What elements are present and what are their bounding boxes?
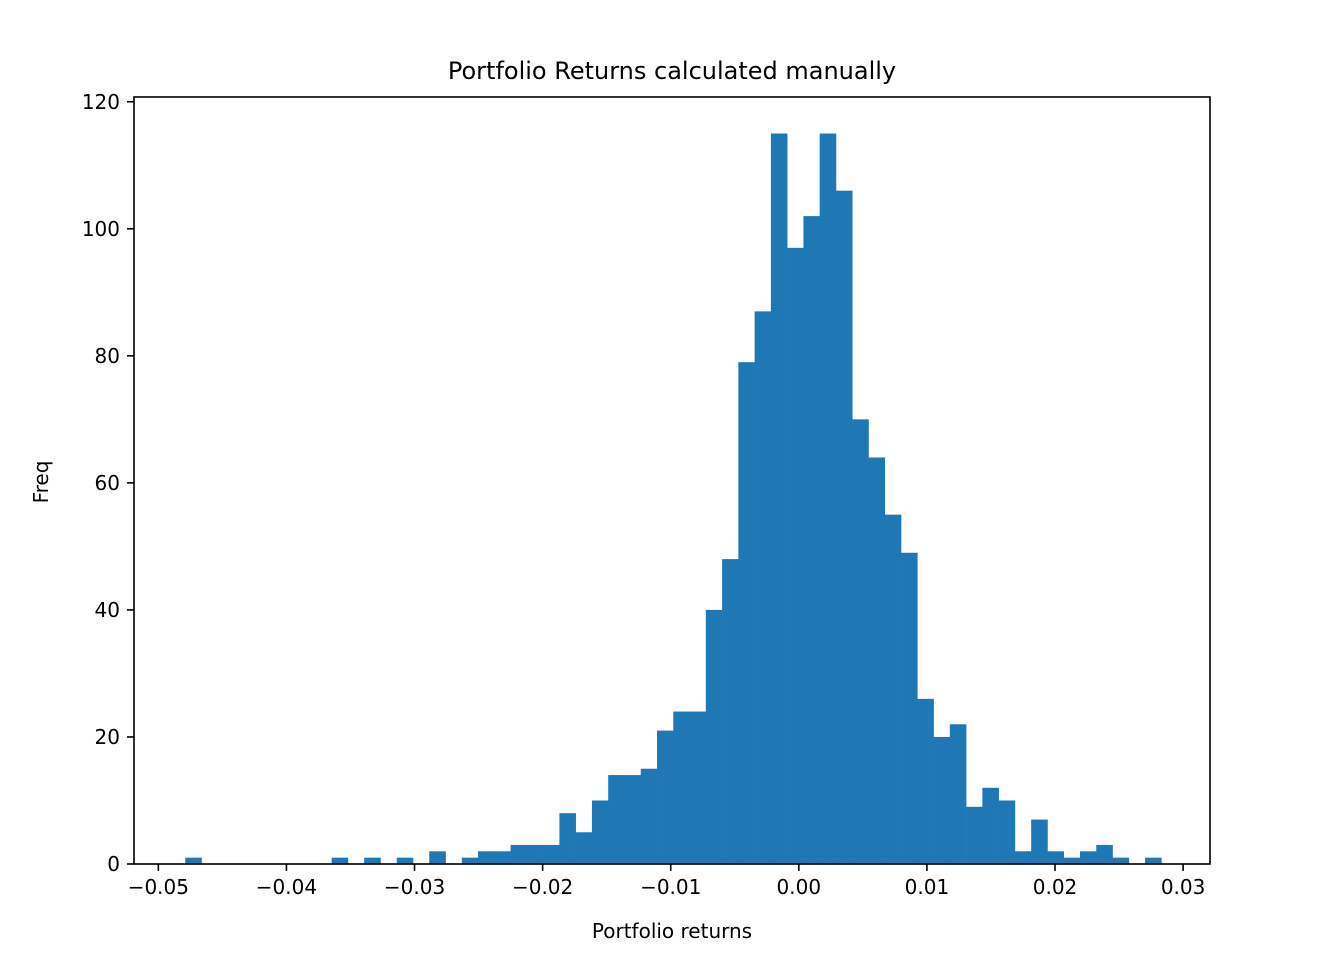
y-tick-label: 40 bbox=[95, 598, 120, 622]
histogram-bar bbox=[689, 711, 707, 864]
histogram-bar bbox=[543, 844, 560, 864]
histogram-bar bbox=[478, 851, 495, 864]
x-tick-label: 0.01 bbox=[905, 875, 950, 899]
histogram-bar bbox=[1014, 851, 1032, 864]
histogram-bar bbox=[396, 857, 414, 864]
histogram-bar bbox=[591, 800, 609, 864]
x-tick-label: −0.03 bbox=[384, 875, 445, 899]
histogram-bar bbox=[982, 787, 999, 864]
x-tick-label: 0.00 bbox=[777, 875, 822, 899]
histogram-bar bbox=[933, 736, 951, 864]
histogram-bar bbox=[1031, 819, 1048, 864]
histogram-bar bbox=[673, 711, 690, 864]
histogram-bar bbox=[575, 832, 593, 864]
x-tick-label: −0.01 bbox=[640, 875, 701, 899]
histogram-bar bbox=[461, 857, 479, 864]
y-tick-label: 80 bbox=[95, 344, 120, 368]
histogram-bar bbox=[901, 552, 918, 864]
histogram-bar bbox=[1145, 857, 1162, 864]
histogram-bar bbox=[835, 190, 853, 864]
x-tick-label: −0.05 bbox=[128, 875, 189, 899]
histogram-bar bbox=[1063, 857, 1081, 864]
histogram-bar bbox=[803, 216, 820, 865]
x-tick-label: −0.02 bbox=[512, 875, 573, 899]
histogram-bar bbox=[770, 133, 788, 864]
histogram-bar bbox=[331, 857, 349, 864]
x-axis-label: Portfolio returns bbox=[592, 919, 752, 943]
bars-group bbox=[185, 133, 1162, 865]
y-tick-label: 100 bbox=[82, 217, 120, 241]
histogram-bar bbox=[868, 457, 886, 864]
histogram-bar bbox=[364, 857, 381, 864]
histogram-bar bbox=[559, 813, 576, 864]
histogram-bar bbox=[494, 851, 511, 864]
histogram-bar bbox=[738, 362, 755, 864]
histogram-bar bbox=[624, 775, 642, 864]
histogram-bar bbox=[722, 559, 739, 864]
histogram-bar bbox=[1112, 857, 1130, 864]
y-axis-label: Freq bbox=[29, 461, 53, 504]
plot-frame bbox=[133, 96, 1211, 865]
histogram-bar bbox=[819, 133, 837, 864]
histogram-bar bbox=[966, 806, 983, 864]
histogram-bar bbox=[705, 609, 723, 864]
histogram-bar bbox=[1096, 844, 1113, 864]
y-tick-label: 120 bbox=[82, 90, 120, 114]
chart-title: Portfolio Returns calculated manually bbox=[448, 57, 896, 85]
histogram-bar bbox=[917, 698, 934, 864]
histogram-bar bbox=[754, 311, 772, 864]
y-axis: 0 20 40 60 80 100 120 bbox=[82, 90, 134, 876]
histogram-bar bbox=[998, 800, 1016, 864]
y-tick-label: 0 bbox=[107, 852, 120, 876]
y-tick-label: 60 bbox=[95, 471, 120, 495]
histogram-bar bbox=[640, 768, 658, 864]
histogram-bar bbox=[1047, 851, 1065, 864]
histogram-bar bbox=[657, 730, 674, 864]
y-tick-label: 20 bbox=[95, 725, 120, 749]
histogram-bar bbox=[526, 844, 544, 864]
histogram-bar bbox=[949, 724, 967, 864]
histogram-bar bbox=[852, 419, 869, 864]
x-axis: −0.05 −0.04 −0.03 −0.02 −0.01 0.00 0.01 0.02 0.0… bbox=[128, 864, 1206, 899]
histogram-bar bbox=[185, 857, 202, 864]
histogram-bar bbox=[787, 247, 804, 865]
histogram-bar bbox=[884, 514, 902, 864]
x-tick-label: 0.02 bbox=[1033, 875, 1078, 899]
x-tick-label: 0.03 bbox=[1161, 875, 1206, 899]
x-tick-label: −0.04 bbox=[256, 875, 317, 899]
histogram-bar bbox=[608, 775, 625, 864]
histogram-bar bbox=[510, 844, 528, 864]
histogram-bar bbox=[429, 851, 446, 864]
histogram-bar bbox=[1079, 851, 1097, 864]
